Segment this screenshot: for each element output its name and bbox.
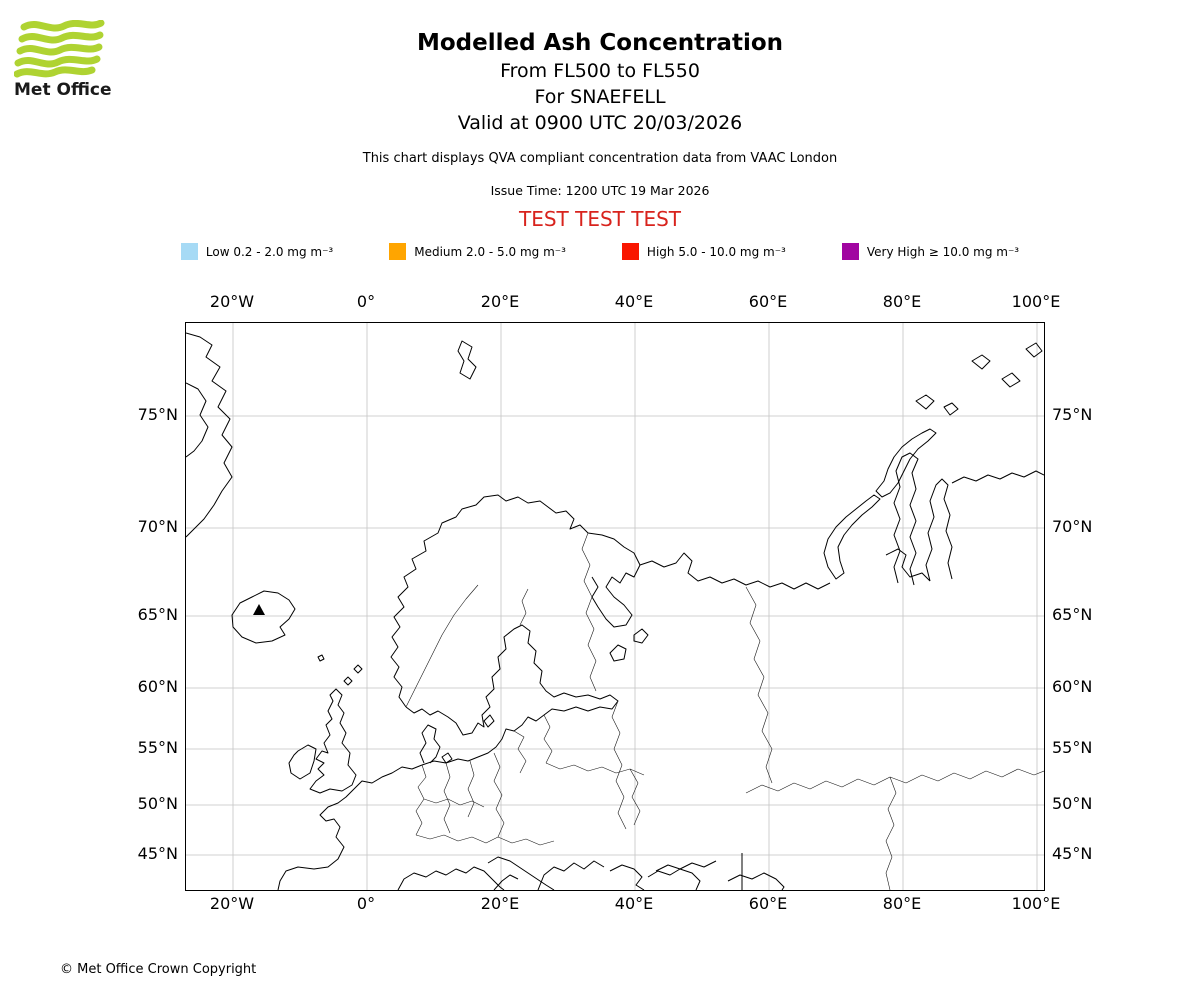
copyright: © Met Office Crown Copyright xyxy=(60,962,257,977)
lat-tick-right: 50°N xyxy=(1052,794,1093,813)
lon-tick-top: 20°W xyxy=(209,292,255,311)
lon-tick-top: 60°E xyxy=(748,292,788,311)
issue-time: Issue Time: 1200 UTC 19 Mar 2026 xyxy=(490,183,710,198)
legend-item-high: High 5.0 - 10.0 mg m⁻³ xyxy=(621,243,786,260)
lat-tick-right: 65°N xyxy=(1052,605,1093,624)
legend-item-low: Low 0.2 - 2.0 mg m⁻³ xyxy=(180,243,334,260)
low-swatch-icon xyxy=(180,243,198,260)
lat-tick-right: 60°N xyxy=(1052,677,1093,696)
lat-tick-right: 75°N xyxy=(1052,405,1093,424)
lat-tick-left: 50°N xyxy=(137,794,178,813)
lon-tick-bottom: 20°E xyxy=(480,894,520,913)
lon-tick-top: 20°E xyxy=(480,292,520,311)
country-borders xyxy=(405,532,1044,890)
europe-map xyxy=(186,323,1044,890)
test-banner: TEST TEST TEST xyxy=(518,207,681,231)
lat-tick-left: 70°N xyxy=(137,517,178,536)
lat-tick-left: 75°N xyxy=(137,405,178,424)
medium-swatch-icon xyxy=(389,243,407,260)
lon-tick-bottom: 0° xyxy=(356,894,376,913)
legend-item-very-high: Very High ≥ 10.0 mg m⁻³ xyxy=(841,243,1020,260)
met-office-logo: Met Office xyxy=(14,20,114,100)
lat-tick-left: 60°N xyxy=(137,677,178,696)
high-swatch-icon xyxy=(621,243,639,260)
lat-tick-right: 55°N xyxy=(1052,738,1093,757)
coastlines xyxy=(186,332,1044,890)
legend-label-very-high: Very High ≥ 10.0 mg m⁻³ xyxy=(866,244,1020,259)
lon-tick-bottom: 20°W xyxy=(209,894,255,913)
legend-label-low: Low 0.2 - 2.0 mg m⁻³ xyxy=(205,244,334,259)
page-title: Modelled Ash Concentration xyxy=(416,30,784,56)
lat-tick-right: 70°N xyxy=(1052,517,1093,536)
lat-tick-left: 55°N xyxy=(137,738,178,757)
lon-tick-top: 80°E xyxy=(882,292,922,311)
qva-description: This chart displays QVA compliant concen… xyxy=(362,151,838,166)
graticule xyxy=(186,323,1044,890)
map-frame xyxy=(185,322,1045,891)
header: Modelled Ash Concentration From FL500 to… xyxy=(0,30,1200,231)
lat-tick-right: 45°N xyxy=(1052,844,1093,863)
lon-tick-bottom: 40°E xyxy=(614,894,654,913)
legend: Low 0.2 - 2.0 mg m⁻³ Medium 2.0 - 5.0 mg… xyxy=(0,243,1200,260)
subtitle-volcano: For SNAEFELL xyxy=(534,86,666,108)
subtitle-flight-levels: From FL500 to FL550 xyxy=(500,60,700,82)
legend-label-high: High 5.0 - 10.0 mg m⁻³ xyxy=(646,244,786,259)
legend-label-medium: Medium 2.0 - 5.0 mg m⁻³ xyxy=(414,244,566,259)
lon-tick-bottom: 80°E xyxy=(882,894,922,913)
legend-item-medium: Medium 2.0 - 5.0 mg m⁻³ xyxy=(389,243,566,260)
lat-tick-left: 65°N xyxy=(137,605,178,624)
lon-tick-top: 0° xyxy=(356,292,376,311)
subtitle-valid-time: Valid at 0900 UTC 20/03/2026 xyxy=(457,112,743,134)
lon-tick-top: 40°E xyxy=(614,292,654,311)
lon-tick-bottom: 60°E xyxy=(748,894,788,913)
volcano-marker-icon xyxy=(253,604,265,615)
lon-tick-bottom: 100°E xyxy=(1011,894,1061,913)
met-office-logo-text: Met Office xyxy=(14,80,112,100)
lat-tick-left: 45°N xyxy=(137,844,178,863)
logo-waves-icon xyxy=(14,20,105,78)
very-high-swatch-icon xyxy=(841,243,859,260)
lon-tick-top: 100°E xyxy=(1011,292,1061,311)
